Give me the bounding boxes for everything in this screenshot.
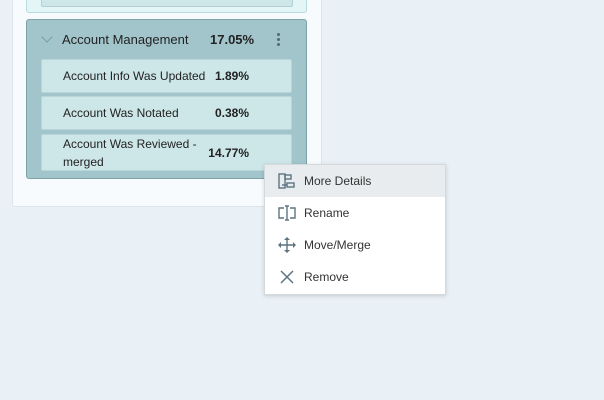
more-options-icon[interactable]	[275, 33, 281, 49]
list-item[interactable]: Account Was Reviewed - merged 14.77%	[41, 134, 292, 171]
list-item[interactable]: Account Was Notated 0.38%	[41, 96, 292, 130]
menu-item-move-merge[interactable]: Move/Merge	[265, 229, 445, 261]
menu-item-label: Rename	[304, 206, 350, 220]
menu-item-label: Move/Merge	[304, 238, 371, 252]
menu-item-rename[interactable]: Rename	[265, 197, 445, 229]
group-header[interactable]: Account Management 17.05%	[27, 30, 306, 50]
group-card-account-management: Account Management 17.05% Account Info W…	[26, 19, 307, 179]
item-percent: 14.77%	[208, 146, 249, 160]
previous-group-card	[26, 0, 307, 13]
menu-item-more-details[interactable]: More Details	[265, 165, 445, 197]
item-label: Account Was Notated	[63, 106, 179, 120]
item-percent: 0.38%	[214, 106, 249, 120]
move-icon	[278, 237, 296, 253]
menu-item-label: Remove	[304, 270, 349, 284]
group-percent: 17.05%	[210, 32, 255, 47]
menu-item-remove[interactable]: Remove	[265, 261, 445, 293]
chevron-down-icon[interactable]	[41, 31, 53, 43]
previous-group-item[interactable]	[41, 0, 293, 7]
hierarchy-icon	[278, 173, 295, 189]
group-title: Account Management	[62, 32, 189, 47]
item-label: Account Was Reviewed - merged	[63, 137, 197, 169]
item-label: Account Info Was Updated	[63, 69, 206, 83]
rename-icon	[278, 205, 296, 221]
close-icon	[280, 270, 294, 284]
list-item[interactable]: Account Info Was Updated 1.89%	[41, 59, 292, 93]
menu-item-label: More Details	[304, 174, 372, 188]
context-menu: More Details Rename Move/Merge Remove	[264, 164, 446, 295]
item-percent: 1.89%	[214, 69, 249, 83]
